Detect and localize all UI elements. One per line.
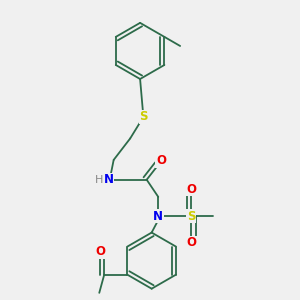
Text: O: O [186,236,196,249]
Text: N: N [153,209,163,223]
Text: S: S [187,209,196,223]
Text: H: H [94,175,103,185]
Text: S: S [139,110,148,124]
Text: N: N [104,173,114,186]
Text: O: O [156,154,166,167]
Text: O: O [95,245,105,258]
Text: O: O [186,183,196,196]
